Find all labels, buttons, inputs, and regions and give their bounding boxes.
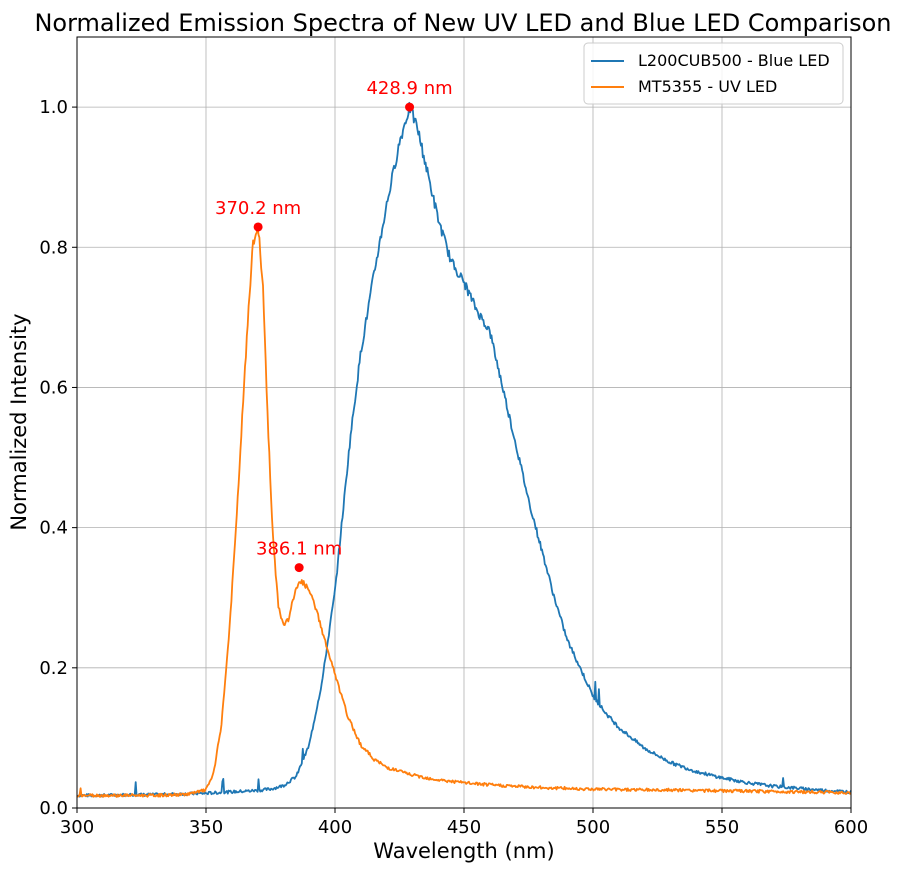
y-tick-label: 0.8 (39, 237, 68, 258)
y-tick-label: 0.6 (39, 377, 68, 398)
y-tick-label: 0.2 (39, 658, 68, 679)
x-tick-label: 350 (189, 817, 223, 838)
series-layer (76, 101, 852, 798)
x-tick-label: 500 (576, 817, 610, 838)
y-tick-label: 0.0 (39, 798, 68, 819)
y-tick-label: 1.0 (39, 97, 68, 118)
peak-marker-1 (253, 222, 263, 232)
y-axis-label: Normalized Intensity (7, 313, 31, 530)
legend-box (583, 42, 844, 105)
x-tick-label: 600 (834, 817, 868, 838)
x-tick-label: 550 (705, 817, 739, 838)
x-tick-label: 450 (447, 817, 481, 838)
peak-label-1: 370.2 nm (215, 198, 301, 219)
x-axis-label: Wavelength (nm) (373, 839, 554, 863)
series-line-blue-led (76, 101, 852, 798)
grid-layer (76, 37, 852, 809)
peak-marker-0 (405, 102, 415, 112)
peak-markers: 428.9 nm 370.2 nm 386.1 nm (215, 78, 453, 573)
axis-ticks: 300 350 400 450 500 550 600 0.0 0.2 0.4 0.6 0.8 1.0 (39, 97, 868, 838)
peak-label-2: 386.1 nm (256, 539, 342, 560)
legend-label-uv-led: MT5355 - UV LED (638, 77, 777, 96)
chart-title: Normalized Emission Spectra of New UV LE… (34, 9, 891, 37)
peak-marker-2 (294, 563, 304, 573)
x-tick-label: 300 (60, 817, 94, 838)
x-tick-label: 400 (318, 817, 352, 838)
legend-label-blue-led: L200CUB500 - Blue LED (638, 51, 830, 70)
legend: L200CUB500 - Blue LED MT5355 - UV LED (583, 42, 844, 105)
series-line-uv-led (76, 226, 852, 798)
y-tick-label: 0.4 (39, 518, 68, 539)
peak-label-0: 428.9 nm (366, 78, 452, 99)
